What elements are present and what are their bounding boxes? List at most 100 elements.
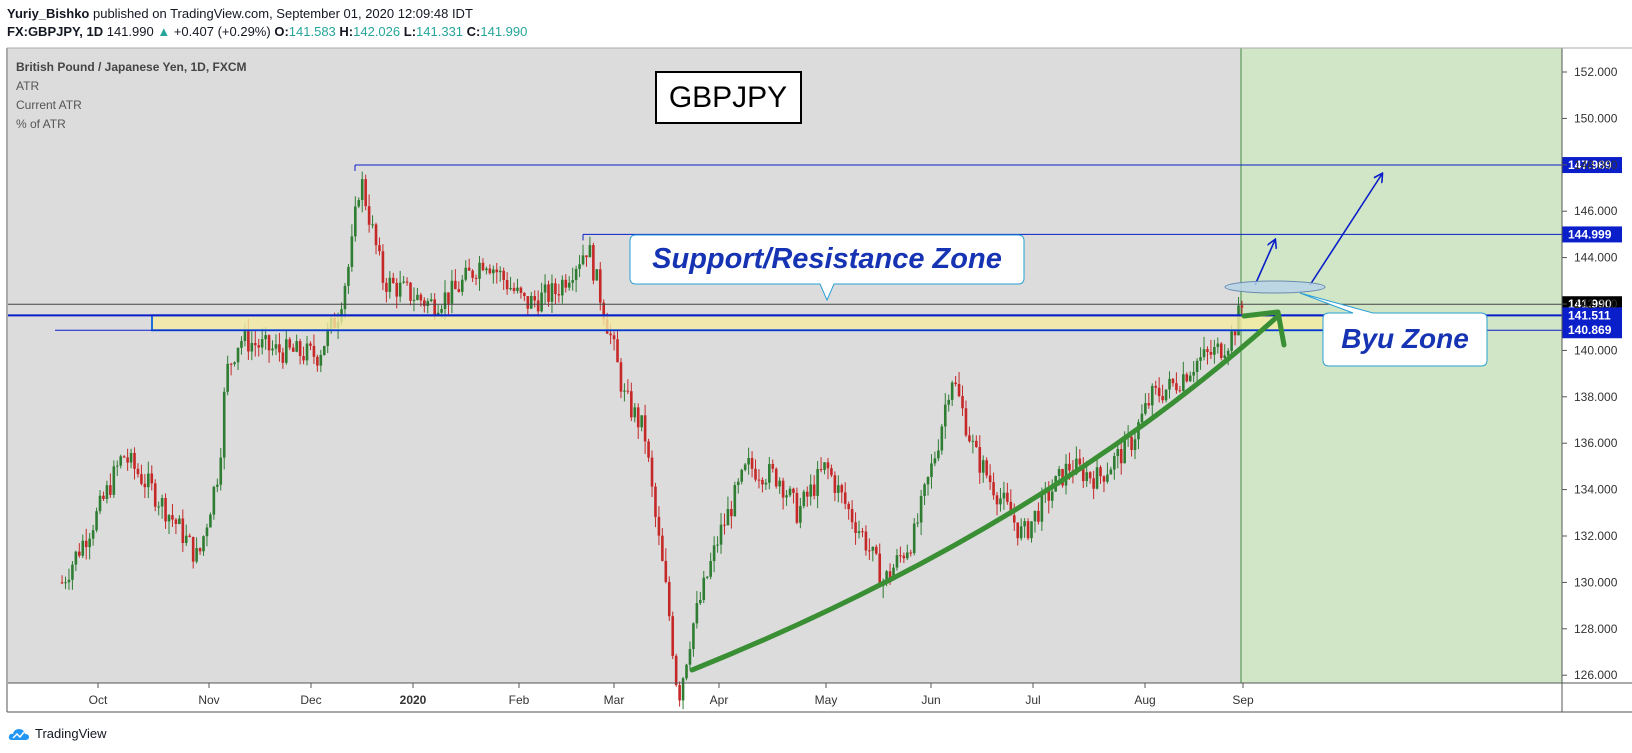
- candle-body: [1102, 476, 1106, 482]
- ohlc-bar: FX:GBPJPY, 1D 141.990 ▲ +0.407 (+0.29%) …: [7, 23, 527, 41]
- price-level-label: 141.511: [1568, 308, 1611, 322]
- y-tick-label: 130.000: [1574, 575, 1618, 589]
- candle-body: [688, 649, 692, 665]
- candle-body: [926, 477, 930, 485]
- candle-body: [60, 582, 64, 584]
- candle-body: [253, 342, 257, 346]
- candle-body: [326, 328, 330, 347]
- candle-body: [226, 363, 229, 392]
- candle-body: [1023, 521, 1026, 527]
- candle-body: [133, 452, 136, 469]
- candle-body: [295, 341, 298, 352]
- close-value: 141.990: [480, 24, 528, 39]
- uptrend-arrow-icon: [689, 313, 1281, 673]
- candle-body: [933, 458, 937, 464]
- open-value: 141.583: [288, 24, 336, 39]
- candle-body: [740, 469, 744, 482]
- candle-body: [1078, 458, 1082, 465]
- candle-body: [519, 287, 523, 293]
- candle-body: [1171, 378, 1175, 384]
- candle-body: [585, 255, 588, 258]
- candle-body: [733, 485, 737, 517]
- candle-body: [730, 509, 733, 517]
- candle-body: [681, 678, 685, 701]
- candle-body: [992, 482, 995, 496]
- candle-body: [423, 300, 426, 307]
- candle-body: [316, 356, 319, 366]
- candle-body: [126, 457, 129, 463]
- candle-body: [685, 664, 688, 679]
- candle-body: [398, 282, 402, 297]
- candle-body: [457, 289, 461, 292]
- candle-body: [281, 352, 285, 363]
- candle-body: [1202, 349, 1206, 358]
- candle-body: [895, 555, 899, 568]
- candle-body: [664, 560, 668, 582]
- candle-body: [512, 287, 516, 291]
- zone-callout-box: [629, 234, 1025, 302]
- candle-body: [823, 462, 826, 470]
- candle-body: [129, 452, 133, 463]
- candle-body: [771, 464, 775, 469]
- candle-body: [650, 457, 654, 487]
- indicator-atr[interactable]: ATR: [16, 79, 40, 93]
- candle-body: [309, 343, 312, 346]
- candle-body: [136, 468, 140, 475]
- candle-body: [550, 283, 554, 302]
- tradingview-logo[interactable]: TradingView: [8, 726, 107, 741]
- candle-body: [1154, 385, 1158, 388]
- candle-body: [1157, 387, 1161, 397]
- candle-body: [240, 340, 243, 348]
- candle-body: [906, 552, 909, 559]
- candle-body: [1216, 343, 1220, 348]
- candle-body: [164, 497, 167, 522]
- candle-body: [774, 468, 778, 487]
- candle-body: [488, 268, 492, 274]
- candle-body: [978, 447, 982, 473]
- y-tick-label: 136.000: [1574, 436, 1618, 450]
- candle-body: [567, 282, 571, 288]
- candle-body: [654, 486, 657, 517]
- candle-body: [236, 347, 240, 363]
- x-tick-label: Jun: [921, 693, 940, 707]
- candle-body: [405, 281, 409, 283]
- indicator-pct-atr[interactable]: % of ATR: [16, 117, 66, 131]
- candle-body: [495, 269, 499, 273]
- high-label: H:: [339, 24, 354, 39]
- candle-body: [633, 407, 637, 418]
- author-name[interactable]: Yuriy_Bishko: [7, 6, 90, 21]
- candle-body: [609, 333, 612, 336]
- candle-body: [302, 356, 305, 361]
- title-box: [655, 71, 802, 124]
- candle-body: [385, 282, 388, 292]
- price-change: +0.407 (+0.29%): [173, 24, 271, 39]
- candle-body: [1068, 463, 1071, 471]
- instrument-legend[interactable]: British Pound / Japanese Yen, 1D, FXCM: [16, 60, 247, 74]
- candle-body: [726, 509, 730, 526]
- candle-body: [312, 345, 316, 357]
- indicator-current-atr[interactable]: Current ATR: [16, 98, 82, 112]
- candle-body: [1092, 478, 1095, 489]
- candle-body: [1033, 510, 1037, 522]
- candle-body: [1006, 492, 1009, 502]
- candle-body: [1057, 469, 1061, 477]
- candle-body: [647, 441, 650, 458]
- y-tick-label: 148.000: [1574, 158, 1618, 172]
- candle-body: [695, 603, 699, 624]
- candle-body: [1178, 390, 1182, 392]
- candle-body: [954, 382, 957, 385]
- price-axis[interactable]: 126.000 128.000 130.000 132.000 134.000 136.0…: [1562, 65, 1618, 682]
- y-tick-label: 150.000: [1574, 111, 1618, 125]
- candle-body: [505, 279, 509, 290]
- candle-body: [347, 266, 350, 286]
- candle-body: [81, 540, 85, 556]
- candle-body: [1026, 521, 1030, 539]
- candle-body: [474, 277, 478, 279]
- candle-body: [523, 292, 526, 297]
- candle-body: [98, 495, 102, 512]
- candle-body: [509, 287, 512, 290]
- candle-body: [391, 277, 395, 283]
- time-axis[interactable]: Oct Nov Dec 2020 Feb Mar Apr May Jun Jul Aug Sep: [89, 683, 1254, 707]
- candle-body: [705, 576, 709, 578]
